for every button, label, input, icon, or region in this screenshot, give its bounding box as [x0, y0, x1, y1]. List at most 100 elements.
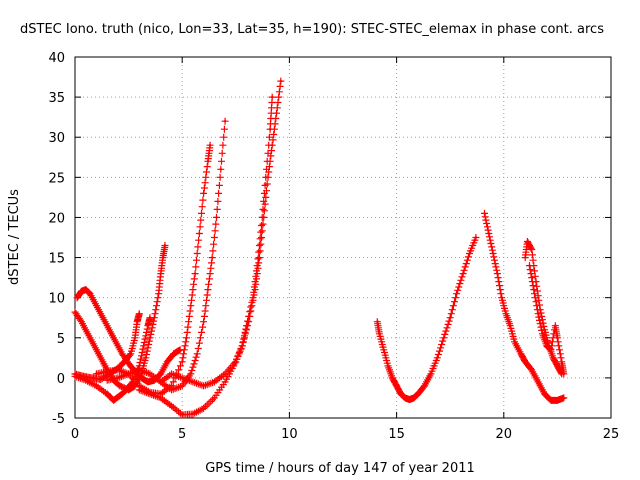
data-point [140, 376, 143, 380]
data-point [474, 236, 478, 239]
y-tick-label: 35 [48, 91, 65, 106]
data-point [185, 336, 188, 339]
data-point [530, 368, 533, 372]
data-point [138, 312, 141, 315]
data-point [483, 212, 486, 215]
series-arc-4 [71, 314, 154, 404]
data-point [161, 256, 165, 259]
x-tick-label: 0 [71, 427, 79, 442]
x-tick-labels: 0 5 10 15 20 25 [71, 427, 619, 442]
y-tick-label: 20 [48, 211, 65, 226]
data-point [148, 316, 152, 319]
data-point [549, 399, 553, 402]
data-point [159, 272, 162, 275]
data-point [206, 288, 210, 291]
y-tick-label: -5 [52, 412, 65, 427]
data-point [142, 344, 145, 347]
data-point [105, 392, 109, 396]
data-point [399, 392, 403, 396]
data-point [118, 384, 122, 388]
data-point [144, 356, 147, 360]
data-point [549, 348, 553, 352]
data-point [532, 288, 536, 291]
y-tick-labels: -5 0 5 10 15 20 25 30 35 40 [48, 51, 65, 427]
data-point [95, 304, 98, 307]
y-tick-label: 0 [57, 372, 65, 387]
data-point [159, 372, 162, 376]
data-point [148, 392, 152, 396]
data-point [114, 340, 117, 343]
series-arc-1 [71, 242, 169, 394]
data-point [88, 292, 92, 295]
y-tick-label: 5 [57, 332, 65, 347]
grid [75, 57, 611, 418]
data-point [391, 376, 394, 380]
data-point [178, 348, 182, 352]
x-axis-label: GPS time / hours of day 147 of year 2011 [205, 461, 475, 476]
data-point [526, 240, 529, 243]
data-point [165, 360, 169, 364]
y-tick-label: 25 [48, 171, 65, 186]
data-point [84, 288, 87, 291]
data-point [127, 362, 130, 365]
data-point [99, 356, 102, 360]
data-point [125, 388, 128, 392]
data-point [202, 384, 205, 388]
data-point [536, 312, 540, 315]
data-point [181, 360, 184, 364]
data-point [455, 292, 458, 295]
data-point [213, 396, 216, 400]
data-point [442, 336, 445, 339]
data-point [181, 376, 184, 380]
y-tick-label: 40 [48, 51, 65, 66]
data-point [116, 376, 120, 380]
data-point [116, 368, 120, 372]
data-point [500, 296, 503, 299]
data-point [487, 232, 490, 235]
data-point [202, 407, 205, 410]
data-point [198, 232, 201, 235]
data-point [73, 375, 77, 378]
data-point [90, 376, 94, 380]
data-point [196, 352, 199, 356]
chart-title: dSTEC Iono. truth (nico, Lon=33, Lat=35,… [20, 22, 604, 37]
data-point [170, 388, 173, 392]
data-point [491, 252, 495, 255]
y-tick-label: 15 [48, 252, 65, 267]
data-point [153, 316, 156, 319]
data-point [408, 398, 411, 401]
plot-frame [74, 56, 612, 419]
data-point [245, 324, 248, 327]
x-tick-label: 15 [388, 427, 405, 442]
data-point [223, 119, 227, 123]
data-point [403, 396, 407, 400]
data-point [468, 252, 471, 255]
x-tick-label: 10 [281, 427, 298, 442]
data-point [551, 356, 555, 360]
data-point [148, 372, 152, 376]
data-point [112, 399, 115, 402]
data-point [193, 272, 197, 275]
data-point [560, 360, 563, 364]
data-point [241, 344, 244, 347]
data-point [251, 296, 255, 299]
data-point [416, 392, 420, 396]
data-point [219, 168, 222, 171]
data-point [382, 348, 385, 352]
data-point [86, 332, 90, 335]
data-point [189, 372, 192, 376]
data-point [181, 413, 184, 416]
y-axis-label: dSTEC / TECUs [7, 189, 22, 285]
data-marks [71, 77, 568, 419]
data-point [412, 396, 415, 400]
series-arc-10 [481, 209, 568, 404]
data-point [118, 394, 122, 397]
data-point [146, 380, 150, 384]
data-point [133, 336, 137, 339]
data-point [530, 248, 533, 251]
data-point [513, 340, 516, 343]
data-point [271, 95, 274, 99]
data-point [268, 128, 272, 131]
data-point [120, 352, 124, 356]
